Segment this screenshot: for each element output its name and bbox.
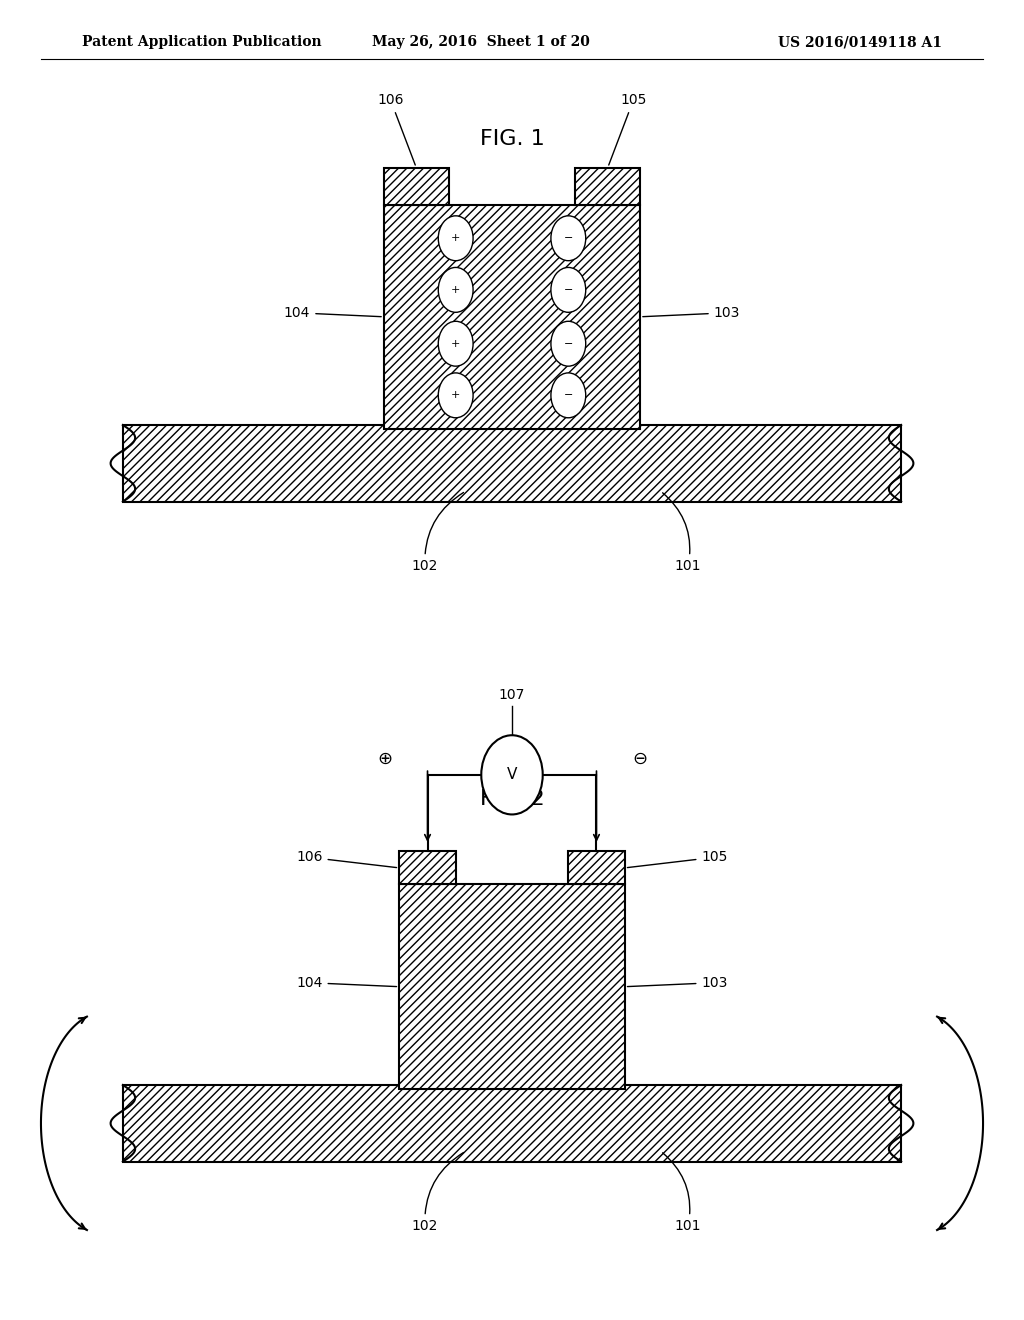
Text: FIG. 2: FIG. 2 [479, 788, 545, 809]
Text: +: + [451, 234, 461, 243]
Bar [399, 851, 456, 884]
Text: ⊕: ⊕ [377, 750, 392, 768]
Text: 103: 103 [628, 975, 728, 990]
Text: FIG. 1: FIG. 1 [479, 128, 545, 149]
Text: −: − [563, 339, 573, 348]
Circle shape [551, 321, 586, 366]
Text: Patent Application Publication: Patent Application Publication [82, 36, 322, 49]
Text: +: + [451, 339, 461, 348]
Text: −: − [563, 391, 573, 400]
Circle shape [438, 372, 473, 418]
Circle shape [481, 735, 543, 814]
Text: 101: 101 [663, 492, 701, 573]
Bar [123, 425, 901, 502]
Circle shape [438, 215, 473, 260]
Bar [575, 168, 640, 205]
Circle shape [551, 268, 586, 313]
Bar [123, 1085, 901, 1162]
Circle shape [438, 268, 473, 313]
Text: May 26, 2016  Sheet 1 of 20: May 26, 2016 Sheet 1 of 20 [373, 36, 590, 49]
Bar [399, 884, 625, 1089]
Bar [568, 851, 625, 884]
Text: 106: 106 [296, 850, 396, 867]
Text: +: + [451, 391, 461, 400]
Circle shape [551, 215, 586, 260]
Text: 103: 103 [643, 306, 740, 319]
Text: 106: 106 [378, 94, 416, 165]
Text: 104: 104 [284, 306, 381, 319]
Text: US 2016/0149118 A1: US 2016/0149118 A1 [778, 36, 942, 49]
Text: 105: 105 [608, 94, 646, 165]
Text: V: V [507, 767, 517, 783]
Text: 104: 104 [296, 975, 396, 990]
Circle shape [438, 321, 473, 366]
Circle shape [551, 372, 586, 418]
Text: −: − [563, 285, 573, 294]
Text: 102: 102 [412, 492, 464, 573]
Text: 101: 101 [663, 1152, 701, 1233]
Text: 105: 105 [628, 850, 728, 867]
Text: 107: 107 [499, 688, 525, 702]
Text: 102: 102 [412, 1152, 464, 1233]
Text: −: − [563, 234, 573, 243]
Text: ⊖: ⊖ [632, 750, 647, 768]
Bar [384, 205, 640, 429]
Bar [384, 168, 449, 205]
Text: +: + [451, 285, 461, 294]
